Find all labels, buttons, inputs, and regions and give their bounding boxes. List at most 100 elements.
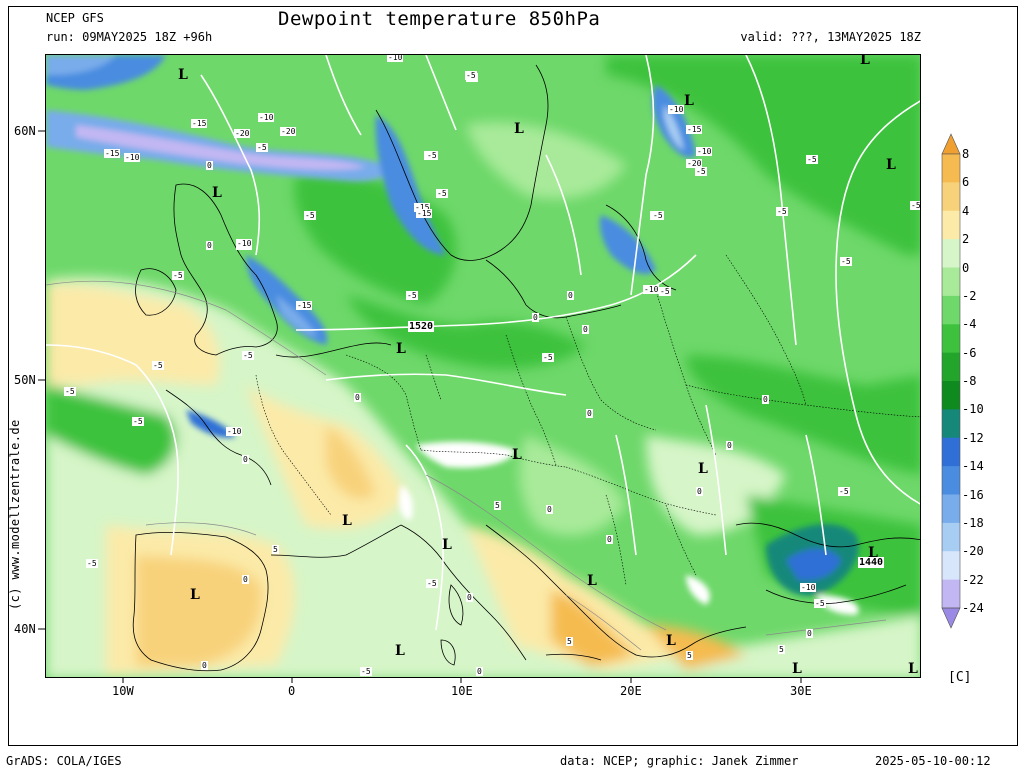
contour-label: 5 — [272, 545, 279, 554]
contour-label: -5 — [64, 387, 76, 396]
colorbar-tick-label: 4 — [962, 203, 970, 218]
contour-label: 0 — [696, 487, 703, 496]
dewpoint-contours — [46, 280, 887, 651]
dewpoint-map: L L L L L L L L L L L L L L L L L L 1520… — [45, 54, 921, 678]
contour-label: -20 — [234, 129, 251, 138]
contour-label: -10 — [696, 147, 713, 156]
contour-label: -10 — [800, 583, 817, 592]
contour-label: -5 — [652, 211, 664, 220]
contour-label: -5 — [542, 353, 554, 362]
generation-timestamp: 2025-05-10-00:12 — [875, 754, 991, 768]
lat-ticks — [38, 130, 45, 630]
colorbar-segment — [942, 154, 960, 183]
contour-label: -5 — [304, 211, 316, 220]
contour-label: -5 — [910, 201, 921, 210]
contour-label: -5 — [806, 155, 818, 164]
isohypse-label: 1440 — [858, 557, 885, 568]
low-marker: L — [587, 573, 597, 589]
colorbar-tick-label: -24 — [962, 601, 984, 615]
coastlines — [132, 64, 920, 672]
low-marker: L — [514, 121, 524, 137]
contour-label: -5 — [840, 257, 852, 266]
colorbar-tick-label: -22 — [962, 572, 984, 587]
contour-label: -5 — [256, 143, 268, 152]
contour-label: -15 — [416, 209, 433, 218]
contour-label: 5 — [778, 645, 785, 654]
contour-label: -5 — [776, 207, 788, 216]
low-marker: L — [684, 93, 694, 109]
colorbar-tick-label: 2 — [962, 232, 970, 247]
contour-label: -5 — [152, 361, 164, 370]
contour-label: -10 — [124, 153, 141, 162]
contour-label: -10 — [643, 285, 660, 294]
colorbar-segment — [942, 182, 960, 212]
colorbar-segment — [942, 494, 960, 524]
contour-label: 0 — [806, 629, 813, 638]
contour-label: -20 — [686, 159, 703, 168]
contour-label: -15 — [191, 119, 208, 128]
colorbar-segment — [942, 551, 960, 581]
contour-label: -5 — [86, 559, 98, 568]
colorbar-bottom-arrow — [941, 607, 961, 629]
low-marker: L — [512, 447, 522, 463]
page-title: Dewpoint temperature 850hPa — [278, 8, 601, 30]
contour-label: -5 — [360, 667, 372, 676]
colorbar-tick-label: -4 — [962, 317, 977, 332]
lat-label: 50N — [14, 373, 36, 387]
contour-label: 0 — [242, 575, 249, 584]
contour-label: -10 — [236, 239, 253, 248]
colorbar-segment — [942, 409, 960, 439]
lon-label: 30E — [790, 684, 812, 698]
contour-label: -15 — [686, 125, 703, 134]
low-marker: L — [190, 587, 200, 603]
map-canvas — [46, 55, 920, 677]
colorbar-segment — [942, 267, 960, 297]
contour-label: -10 — [668, 105, 685, 114]
low-marker: L — [342, 513, 352, 529]
contour-label: 5 — [494, 501, 501, 510]
contour-label: -15 — [414, 203, 431, 212]
contour-label: 0 — [582, 325, 589, 334]
contour-label: 0 — [606, 535, 613, 544]
low-marker: L — [908, 661, 918, 677]
contour-label: 0 — [532, 313, 539, 322]
colorbar — [941, 133, 961, 629]
colorbar-segment — [942, 352, 960, 382]
lon-label: 10E — [451, 684, 473, 698]
contour-label: 0 — [206, 241, 213, 250]
low-marker: L — [666, 633, 676, 649]
contour-label: -5 — [132, 417, 144, 426]
contour-label: 5 — [686, 651, 693, 660]
colorbar-segment — [942, 381, 960, 410]
figure-frame — [8, 6, 1018, 746]
colorbar-top-arrow — [941, 133, 961, 155]
field-bands — [46, 55, 859, 615]
colorbar-segment — [942, 522, 960, 552]
colorbar-tick-label: -6 — [962, 345, 977, 360]
contour-label: 0 — [726, 441, 733, 450]
software-credit: GrADS: COLA/IGES — [6, 754, 122, 768]
contour-label: 5 — [566, 637, 573, 646]
lon-label: 10W — [112, 684, 134, 698]
low-marker: L — [698, 461, 708, 477]
colorbar-tick-label: -8 — [962, 374, 977, 388]
colorbar-segment — [942, 210, 960, 240]
colorbar-tick-label: 8 — [962, 147, 970, 161]
isohypses — [46, 55, 920, 631]
country-borders — [255, 254, 920, 586]
valid-time: valid: ???, 13MAY2025 18Z — [740, 30, 921, 44]
lat-label: 40N — [14, 622, 36, 636]
contour-label: -10 — [226, 427, 243, 436]
copyright-text: (c) www.modellzentrale.de — [8, 419, 22, 610]
colorbar-tick-label: -12 — [962, 430, 984, 445]
colorbar-segment — [942, 239, 960, 268]
contour-label: -5 — [659, 287, 671, 296]
lat-label: 60N — [14, 124, 36, 138]
contour-label: -5 — [695, 167, 707, 176]
low-marker: L — [396, 341, 406, 357]
contour-label: 0 — [242, 455, 249, 464]
isohypse-label: 1520 — [408, 321, 435, 332]
field-patches — [46, 55, 920, 677]
graphic-credit: data: NCEP; graphic: Janek Zimmer — [560, 754, 799, 768]
contour-label: -15 — [296, 301, 313, 310]
